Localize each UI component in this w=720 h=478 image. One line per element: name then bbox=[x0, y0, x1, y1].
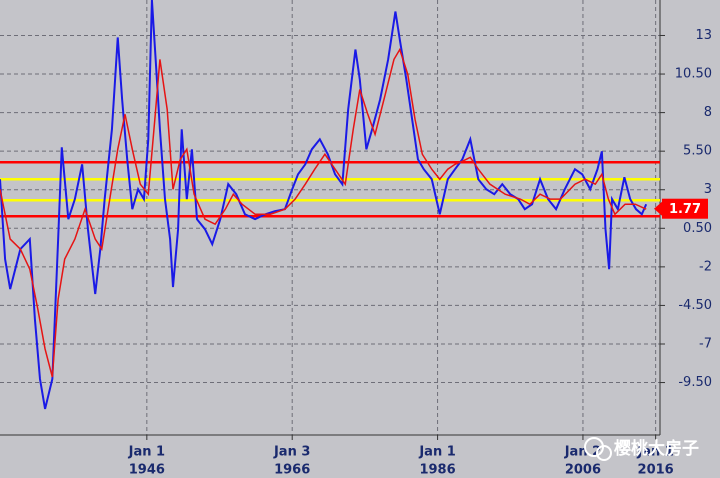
watermark: 樱桃大房子 bbox=[584, 437, 699, 461]
x-tick-year: 2006 bbox=[565, 463, 601, 478]
y-tick-label: 5.50 bbox=[683, 144, 712, 159]
x-tick-label: Jan 2 bbox=[564, 445, 601, 460]
x-tick-label: Jan 1 bbox=[128, 445, 165, 460]
x-tick-year: 2016 bbox=[638, 463, 674, 478]
y-tick-label: 8 bbox=[704, 105, 712, 120]
y-tick-label: -2 bbox=[699, 259, 712, 274]
value-label: 1.77 bbox=[669, 202, 701, 217]
watermark-text: 樱桃大房子 bbox=[614, 438, 699, 459]
x-tick-year: 1986 bbox=[419, 463, 455, 478]
y-tick-label: 13 bbox=[695, 28, 712, 43]
y-tick-label: 10.50 bbox=[675, 67, 712, 82]
x-tick-label: Jan 1 bbox=[418, 445, 455, 460]
y-tick-label: -9.50 bbox=[678, 375, 712, 390]
y-tick-label: 0.50 bbox=[683, 221, 712, 236]
x-tick-year: 1966 bbox=[274, 463, 310, 478]
series-line bbox=[0, 47, 647, 378]
value-pointer bbox=[654, 201, 662, 216]
watermark-icon bbox=[596, 445, 612, 461]
y-tick-label: 3 bbox=[704, 182, 712, 197]
series-line bbox=[0, 0, 648, 410]
value-box bbox=[662, 198, 708, 219]
y-tick-label: -4.50 bbox=[678, 298, 712, 313]
x-tick-year: 1946 bbox=[129, 463, 165, 478]
x-tick-label: Jan 1 bbox=[636, 445, 673, 460]
y-tick-label: -7 bbox=[699, 336, 712, 351]
x-tick-label: Jan 3 bbox=[273, 445, 310, 460]
